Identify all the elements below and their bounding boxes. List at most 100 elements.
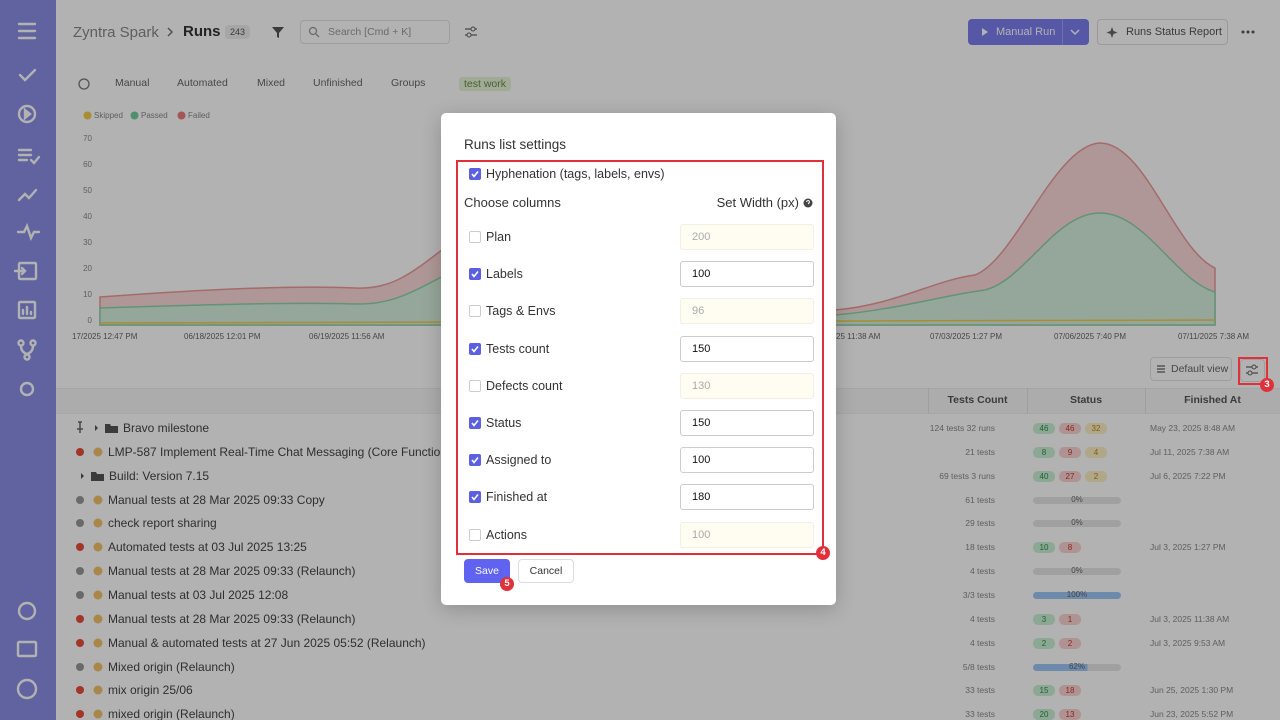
highlight-box (1238, 357, 1268, 385)
row-icons (76, 709, 103, 719)
row-name: mix origin 25/06 (108, 683, 193, 698)
manual-run-label: Manual Run (996, 26, 1056, 38)
annotation-badge: 4 (816, 546, 830, 560)
status-badge: 8 (1033, 446, 1055, 458)
row-icons (76, 566, 103, 576)
column-settings-button[interactable] (1240, 359, 1265, 382)
y-tick-label: 30 (83, 238, 92, 247)
legend-label: Failed (188, 111, 210, 120)
legend-label: Passed (141, 111, 168, 120)
width-input[interactable] (680, 298, 814, 325)
width-value: 100 (692, 454, 711, 467)
progress-label: 0% (1071, 494, 1083, 504)
row-name: check report sharing (108, 516, 217, 531)
y-tick-label: 40 (83, 212, 92, 221)
checkbox[interactable] (469, 305, 481, 318)
progress-bar (1033, 520, 1121, 528)
tab: Manual (115, 77, 150, 89)
status-badge: 15 (1033, 685, 1055, 697)
set-width-label: Set Width (px) (716, 195, 799, 210)
cancel-button[interactable]: Cancel (518, 559, 574, 583)
status-badge: 13 (1059, 709, 1081, 720)
width-input[interactable] (680, 224, 814, 250)
row-tests: 33 tests (965, 709, 995, 720)
checkmark (471, 420, 479, 427)
checkmark (471, 494, 479, 502)
width-input[interactable] (680, 484, 814, 511)
row-tests: 124 tests 32 runs (929, 423, 995, 433)
column-header: Status (1069, 394, 1103, 406)
column-divider (1027, 388, 1028, 414)
width-input[interactable] (680, 447, 814, 474)
status-badge: 2 (1085, 470, 1107, 482)
width-value: 200 (692, 231, 711, 243)
row-name: Build: Version 7.15 (109, 468, 210, 483)
width-input[interactable] (680, 335, 814, 362)
row-icons (76, 590, 103, 600)
row-tests: 4 tests (969, 637, 995, 648)
x-tick-label: 25 11:38 AM (836, 332, 881, 341)
row-tests: 61 tests (965, 494, 995, 505)
tab: Automated (177, 77, 228, 89)
row-icons (76, 614, 103, 624)
row-name: Manual tests at 28 Mar 2025 09:33 Copy (108, 492, 325, 507)
hyphenation-label: Hyphenation (tags, labels, envs) (486, 167, 665, 181)
checkmark (471, 345, 479, 353)
legend-dot (130, 111, 139, 120)
default-view-label: Default view (1171, 363, 1229, 375)
status-report-button[interactable] (1097, 19, 1228, 45)
annotation-badge: 3 (1260, 378, 1274, 392)
row-finished: Jun 23, 2025 5:52 PM (1150, 709, 1234, 720)
tab: Unfinished (313, 77, 363, 89)
y-tick-label: 20 (83, 264, 92, 273)
column-header: Finished At (1184, 394, 1241, 406)
row-icons (76, 638, 103, 648)
width-value: 180 (692, 491, 711, 504)
progress-bar (1033, 568, 1121, 576)
x-tick-label: 07/11/2025 7:38 AM (1178, 332, 1250, 341)
checkmark (471, 171, 479, 178)
width-input[interactable] (680, 521, 814, 548)
sidebar-icons (13, 22, 41, 700)
width-value: 150 (692, 342, 711, 355)
row-tests: 4 tests (969, 613, 995, 624)
width-input[interactable] (680, 410, 814, 436)
row-tests: 29 tests (965, 518, 995, 529)
width-value: 100 (692, 268, 711, 281)
tab: Groups (391, 77, 426, 89)
legend-label: Skipped (94, 111, 123, 120)
width-input[interactable] (680, 372, 814, 399)
row-name: Manual tests at 03 Jul 2025 12:08 (108, 587, 289, 602)
row-icons (76, 542, 103, 552)
project-name: Zyntra Spark (73, 24, 159, 41)
width-input[interactable] (680, 261, 814, 288)
manual-run-button[interactable] (968, 19, 1089, 45)
row-tests: 21 tests (965, 446, 995, 457)
checkbox[interactable] (469, 528, 481, 541)
progress-label: 62% (1068, 661, 1085, 671)
column-label: Tests count (486, 341, 550, 356)
checkbox[interactable] (469, 379, 481, 392)
y-tick-label: 70 (83, 134, 92, 143)
status-badge: 32 (1085, 423, 1107, 434)
checkbox[interactable] (469, 231, 481, 243)
column-label: Labels (486, 267, 523, 282)
row-tests: 5/8 tests (962, 661, 995, 672)
row-tests: 3/3 tests (962, 589, 995, 600)
status-badge: 18 (1059, 685, 1081, 697)
background-chart (99, 142, 1216, 326)
row-finished: Jul 3, 2025 1:27 PM (1150, 542, 1226, 553)
progress-label: 100% (1066, 589, 1088, 599)
width-value: 100 (692, 528, 711, 541)
help-icon (803, 198, 813, 208)
progress-label: 0% (1071, 518, 1083, 528)
status-badge: 2 (1059, 637, 1081, 649)
row-finished: May 23, 2025 8:48 AM (1150, 423, 1236, 433)
row-name: Manual tests at 28 Mar 2025 09:33 (Relau… (108, 564, 356, 579)
row-icons (76, 662, 103, 671)
row-finished: Jul 3, 2025 11:38 AM (1150, 613, 1230, 624)
column-label: Defects count (486, 378, 563, 393)
status-badge: 4 (1085, 446, 1107, 458)
width-value: 130 (692, 379, 711, 392)
